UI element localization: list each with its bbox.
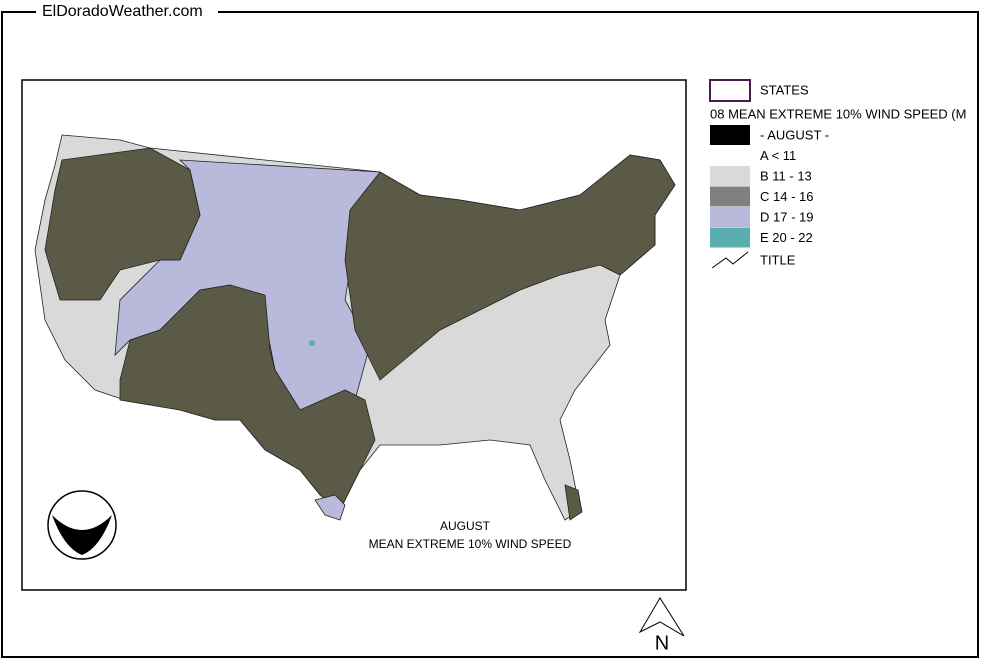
- legend-label: B 11 - 13: [760, 168, 812, 183]
- title-symbol: [711, 251, 749, 269]
- us-map: [34, 134, 676, 521]
- legend-label: A < 11: [760, 148, 796, 163]
- map-caption-title: MEAN EXTREME 10% WIND SPEED: [369, 537, 572, 551]
- map-caption-month: AUGUST: [440, 519, 491, 533]
- legend-title-item: TITLE: [760, 252, 796, 267]
- region-c-florida: [564, 484, 583, 521]
- legend-swatch: [710, 166, 750, 186]
- region-c-east: [344, 154, 676, 381]
- north-label: N: [655, 632, 669, 654]
- legend-swatch: [710, 207, 750, 227]
- noaa-logo: [47, 490, 117, 560]
- legend-swatch: [710, 145, 750, 166]
- legend-label: D 17 - 19: [760, 209, 813, 224]
- region-c-southwest: [119, 284, 376, 511]
- legend-swatch: [710, 186, 750, 207]
- legend: STATES 08 MEAN EXTREME 10% WIND SPEED (M…: [709, 79, 966, 269]
- north-arrow: N: [638, 597, 685, 654]
- states-swatch: [709, 79, 751, 102]
- region-d-texas-coast: [314, 494, 346, 521]
- title-backdrop: [36, 2, 218, 22]
- legend-states: STATES: [760, 82, 809, 97]
- region-e: [309, 340, 315, 346]
- site-title: ElDoradoWeather.com: [42, 3, 203, 20]
- legend-layer-title: 08 MEAN EXTREME 10% WIND SPEED (M: [710, 106, 966, 121]
- region-c-west: [44, 147, 201, 301]
- legend-label: C 14 - 16: [760, 189, 813, 204]
- legend-label: - AUGUST -: [760, 127, 829, 142]
- legend-label: E 20 - 22: [760, 230, 813, 245]
- outer-frame: [1, 11, 979, 658]
- legend-swatch: [710, 125, 750, 145]
- legend-swatch: [710, 227, 750, 248]
